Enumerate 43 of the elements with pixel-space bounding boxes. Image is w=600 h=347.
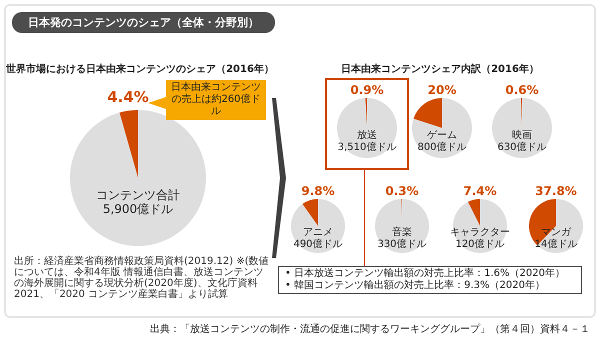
text: 世界市場における日本由来コンテンツのシェア（2016年） [6, 62, 274, 76]
data-label: 0.6% [505, 83, 539, 97]
data-label: 37.8% [535, 184, 577, 198]
text: • 日本放送コンテンツ輸出額の対売上比率：1.6%（2020年） [285, 268, 565, 280]
text: キャラクター [450, 227, 510, 238]
text: 5,900億ドル [102, 202, 174, 216]
text: 放送 [357, 130, 377, 142]
text: ゲーム [427, 130, 457, 142]
data-label: 0.9% [350, 83, 384, 97]
data-label: 7.4% [463, 184, 497, 198]
text: 800億ドル [417, 142, 467, 154]
pie-slice [413, 98, 442, 128]
text: コンテンツ合計 [96, 188, 180, 203]
text: 630億ドル [497, 142, 547, 154]
pie-slice [302, 199, 318, 226]
text: 映画 [512, 130, 532, 142]
pie-slice [70, 110, 206, 246]
text: 490億ドル [293, 239, 343, 252]
text: 3,510億ドル [338, 142, 396, 154]
pie-slice [291, 199, 345, 253]
pie-slice [375, 199, 429, 253]
pie-slice [492, 98, 552, 158]
pie-slice [468, 199, 480, 226]
pie-slice [453, 199, 507, 253]
text: 日本発のコンテンツのシェア（全体・分野別） [12, 12, 275, 33]
text: 出所：経済産業省商務情報政策局資料(2019.12) ※(数値については、令和4年版 情報通信白書、放送コンテンツの海外展開に関する現状分析(2020年度)、文化庁資料2021、「2020 コンテンツ産業白書」より試算 [14, 256, 270, 300]
text: マンガ [541, 227, 571, 238]
text: 14億ドル [534, 239, 578, 252]
pie-slice [119, 110, 138, 178]
source-note: 出典：「放送コンテンツの制作・流通の促進に関するワーキンググループ」（第４回）資料４－１ [150, 322, 590, 336]
data-label: 9.8% [301, 184, 335, 198]
text: 日本由来コンテンツシェア内訳（2016年） [341, 62, 539, 76]
pie-slice [337, 98, 397, 158]
text: 330億ドル [377, 239, 427, 252]
data-label: 4.4% [107, 88, 149, 106]
text: アニメ [303, 227, 333, 238]
text: • 韓国コンテンツ輸出額の対売上比率：9.3%（2020年） [285, 280, 546, 292]
text: 120億ドル [455, 239, 505, 252]
text: 音楽 [392, 227, 412, 238]
data-label: 20% [428, 83, 456, 97]
pie-slice [412, 98, 472, 158]
data-label: 0.3% [385, 184, 419, 198]
text: 日本由来コンテンツの売上は約260億ドル [166, 80, 266, 120]
